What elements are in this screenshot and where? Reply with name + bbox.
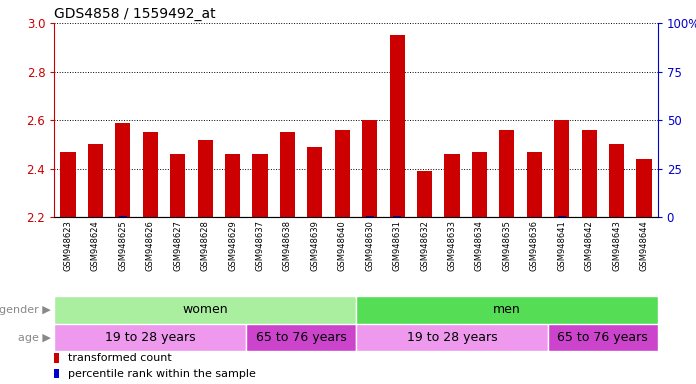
Bar [445,154,459,217]
Bar [557,216,566,217]
Text: transformed count: transformed count [68,353,172,363]
Bar [356,296,658,324]
Bar [198,140,213,217]
Bar [54,324,246,351]
Bar [582,130,596,217]
Text: gender ▶: gender ▶ [0,305,51,315]
Text: GDS4858 / 1559492_at: GDS4858 / 1559492_at [54,7,216,21]
Bar [116,122,130,217]
Bar [548,324,658,351]
Bar [365,216,374,217]
Bar [356,324,548,351]
Text: men: men [493,303,521,316]
Bar [280,132,295,217]
Bar [362,120,377,217]
Bar [88,144,103,217]
Bar [54,369,59,379]
Text: women: women [182,303,228,316]
Bar [636,159,651,217]
Bar [335,130,350,217]
Bar [393,216,402,217]
Bar [390,35,404,217]
Text: 65 to 76 years: 65 to 76 years [557,331,648,344]
Bar [171,154,185,217]
Text: 19 to 28 years: 19 to 28 years [105,331,196,344]
Text: percentile rank within the sample: percentile rank within the sample [68,369,256,379]
Bar [54,353,59,363]
Bar [253,154,267,217]
Bar [499,130,514,217]
Bar [609,144,624,217]
Bar [143,132,158,217]
Bar [246,324,356,351]
Bar [54,296,356,324]
Text: age ▶: age ▶ [18,333,51,343]
Bar [554,120,569,217]
Bar [61,152,76,217]
Bar [417,171,432,217]
Bar [225,154,240,217]
Bar [527,152,541,217]
Text: 19 to 28 years: 19 to 28 years [406,331,498,344]
Bar [308,147,322,217]
Text: 65 to 76 years: 65 to 76 years [255,331,347,344]
Bar [472,152,487,217]
